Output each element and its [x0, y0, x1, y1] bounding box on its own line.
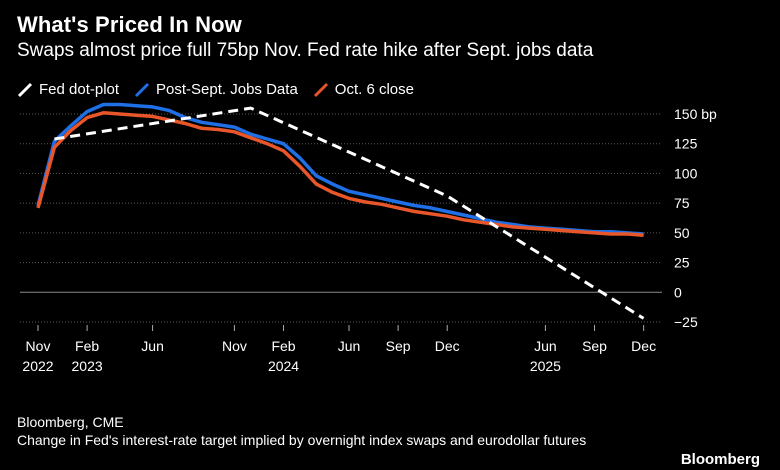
series-line-fed-dot-plot [54, 106, 645, 320]
x-tick-year-label: 2025 [530, 358, 561, 374]
x-tick-label: Dec [435, 338, 460, 354]
legend-swatch-dot-plot [17, 82, 33, 97]
chart-subtitle: Swaps almost price full 75bp Nov. Fed ra… [17, 40, 594, 61]
legend-label-post-jobs: Post-Sept. Jobs Data [156, 81, 298, 98]
chart-footnote: Change in Fed's interest-rate target imp… [17, 432, 587, 448]
y-tick-label: 0 [674, 284, 682, 300]
legend-item-dot-plot: Fed dot-plot [17, 81, 119, 98]
legend-item-post-jobs: Post-Sept. Jobs Data [134, 81, 298, 98]
series-line-oct-6-close [36, 111, 644, 237]
legend-label-dot-plot: Fed dot-plot [39, 81, 120, 98]
chart-title: What's Priced In Now [17, 12, 242, 37]
y-tick-label: 50 [674, 225, 690, 241]
y-tick-label: 100 [674, 165, 698, 181]
y-tick-label: 25 [674, 255, 690, 271]
x-tick-year-label: 2022 [22, 358, 53, 374]
x-tick-year-label: 2023 [72, 358, 103, 374]
x-tick-label: Nov [222, 338, 247, 354]
gridlines [20, 113, 662, 323]
legend-label-oct-close: Oct. 6 close [334, 81, 414, 98]
x-tick-label: Jun [338, 338, 361, 354]
x-tick-label: Jun [534, 338, 557, 354]
series-lines [36, 102, 645, 320]
y-axis-ticks: −25 0 25 50 75 100 125 150 bp [674, 106, 717, 330]
y-tick-label: 75 [674, 195, 690, 211]
y-tick-label: 125 [674, 136, 698, 152]
line-chart: −25 0 25 50 75 100 125 150 bp Nov 2022 Feb 2023 Jun… [20, 102, 717, 374]
x-tick-label: Sep [582, 338, 607, 354]
x-tick-label: Feb [271, 338, 295, 354]
series-line-post-sept-jobs-data [36, 102, 644, 236]
legend-swatch-oct-close [313, 82, 328, 97]
bloomberg-logo: Bloomberg [680, 451, 760, 468]
y-tick-label: 150 bp [674, 106, 717, 122]
x-tick-year-label: 2024 [268, 358, 299, 374]
chart-legend: Fed dot-plot Post-Sept. Jobs Data Oct. 6… [17, 81, 429, 98]
x-tick-label: Feb [75, 338, 99, 354]
source-note: Bloomberg, CME [17, 414, 124, 430]
legend-item-oct-close: Oct. 6 close [313, 81, 414, 98]
x-tick-label: Sep [386, 338, 411, 354]
x-axis-ticks: Nov 2022 Feb 2023 Jun Nov Feb 2024 Jun Sep Dec Jun 2… [22, 325, 656, 374]
x-tick-label: Nov [26, 338, 51, 354]
x-tick-label: Dec [631, 338, 656, 354]
legend-swatch-post-jobs [134, 82, 150, 97]
x-tick-label: Jun [141, 338, 164, 354]
y-tick-label: −25 [674, 314, 698, 330]
